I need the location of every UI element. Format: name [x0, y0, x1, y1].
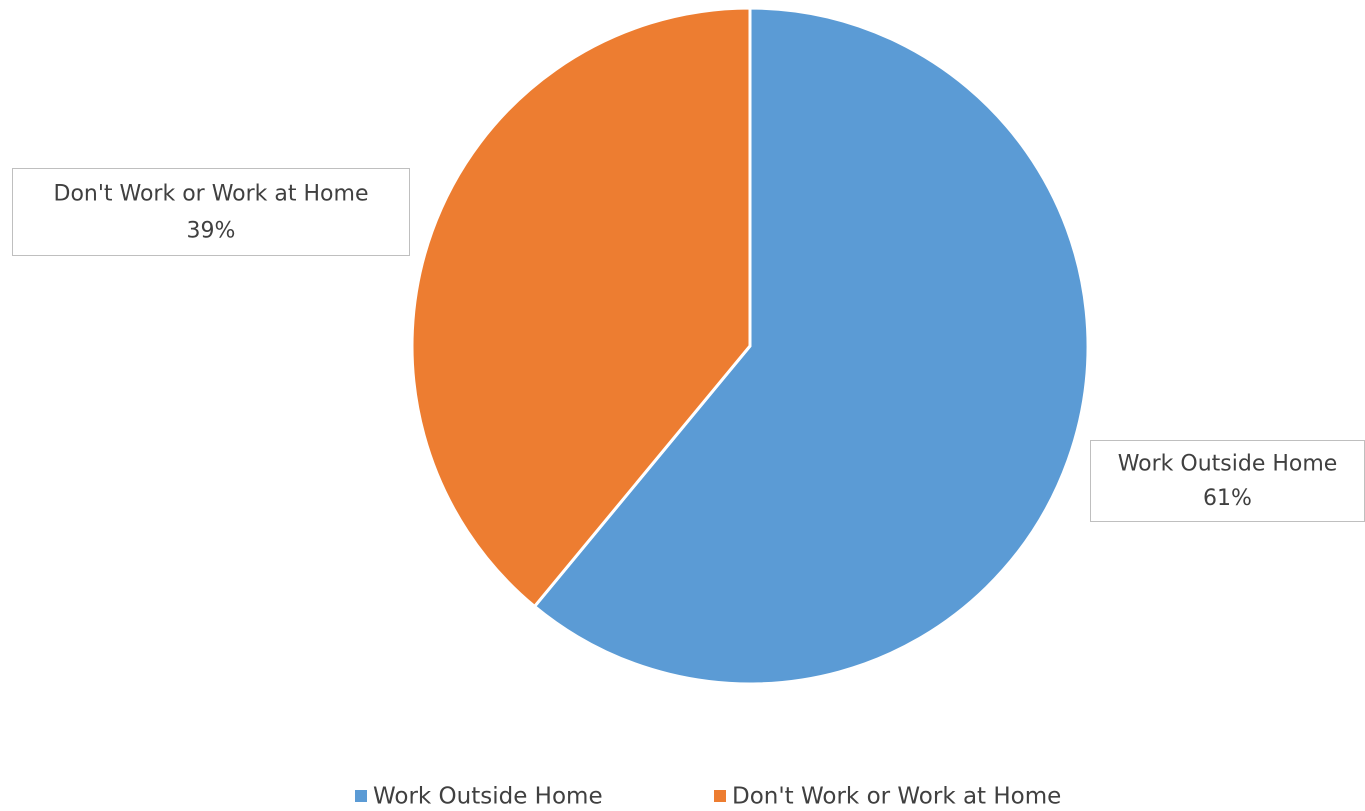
data-label-box — [1090, 440, 1365, 522]
data-label-value: 39% — [187, 218, 236, 243]
data-label-category: Don't Work or Work at Home — [54, 181, 369, 206]
legend-swatch — [355, 790, 367, 802]
data-label-value: 61% — [1203, 486, 1252, 511]
data-label-category: Work Outside Home — [1118, 452, 1338, 477]
pie-slice — [533, 6, 1090, 686]
legend-text: Don't Work or Work at Home — [732, 784, 1061, 810]
pie-slice — [410, 6, 752, 608]
legend-swatch — [714, 790, 726, 802]
data-label-box — [12, 168, 410, 256]
legend-text: Work Outside Home — [373, 784, 603, 810]
